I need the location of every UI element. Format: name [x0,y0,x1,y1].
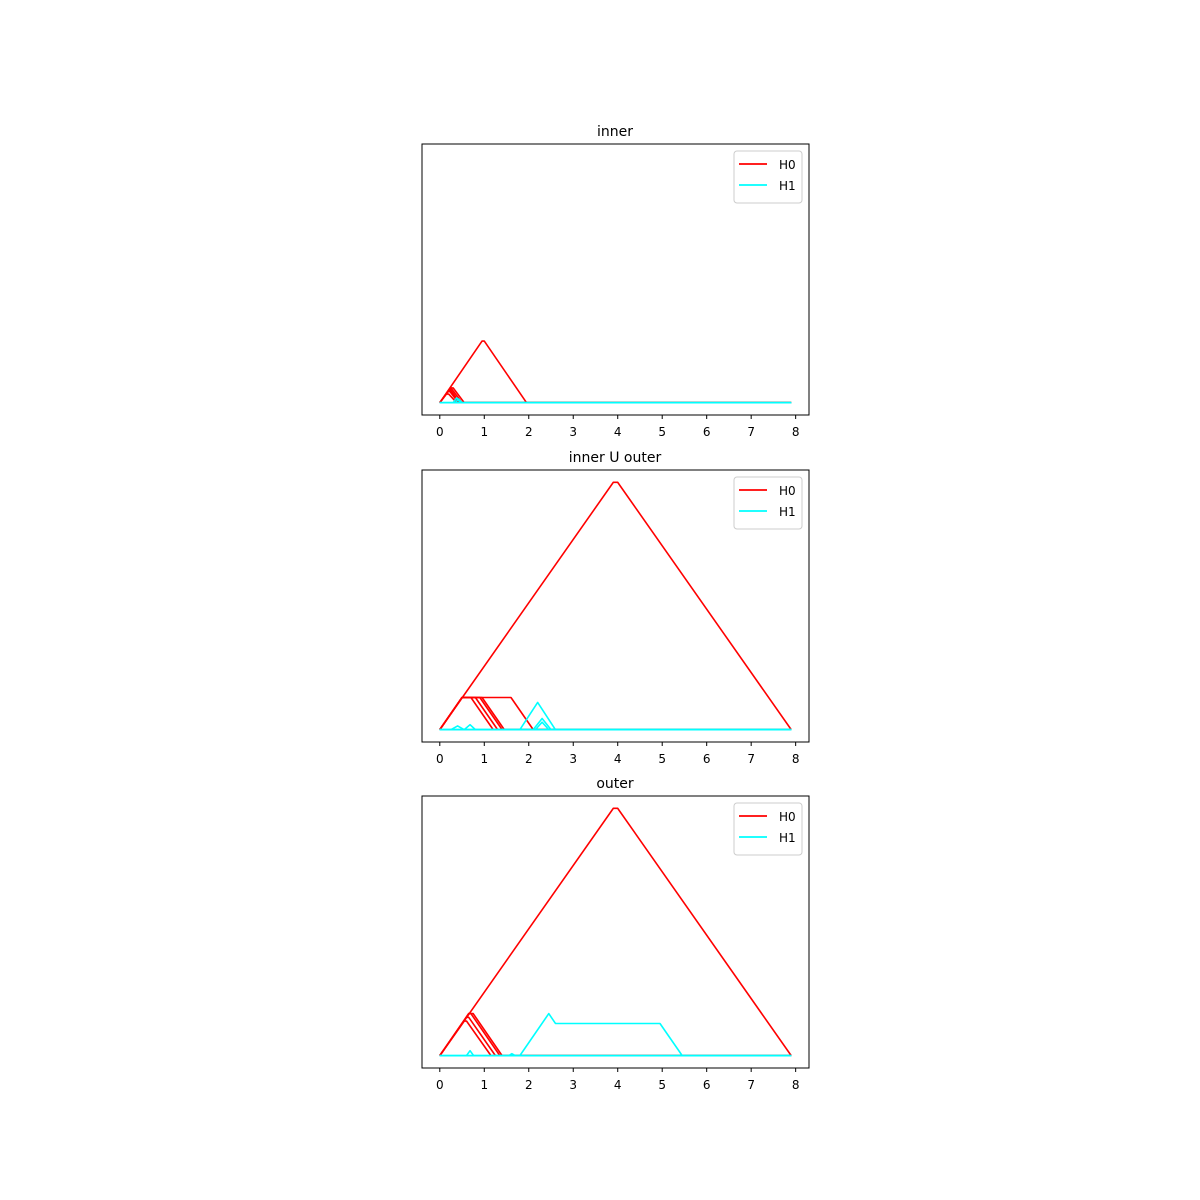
x-tick-label: 4 [614,752,622,766]
x-tick-label: 5 [658,425,666,439]
x-tick-label: 3 [569,1078,577,1092]
x-tick-label: 2 [525,425,533,439]
legend-label-h1: H1 [779,179,796,193]
x-tick-label: 1 [480,1078,488,1092]
x-tick-label: 8 [792,425,800,439]
legend-label-h0: H0 [779,810,796,824]
legend-label-h1: H1 [779,831,796,845]
series-h0-line [439,481,792,731]
x-tick-label: 7 [747,1078,755,1092]
chart-title: inner [597,124,633,140]
legend-label-h0: H0 [779,158,796,172]
x-tick-label: 7 [747,752,755,766]
x-tick-label: 0 [436,752,444,766]
x-tick-label: 6 [703,425,711,439]
x-tick-label: 6 [703,752,711,766]
x-tick-label: 3 [569,752,577,766]
x-tick-label: 4 [614,1078,622,1092]
legend: H0 H1 [733,476,803,530]
legend: H0 H1 [733,802,803,856]
legend: H0 H1 [733,150,803,204]
x-tick-label: 1 [480,752,488,766]
subplot-inner-u-outer: inner U outer 0 1 2 3 4 5 6 7 8 H0 H1 [421,450,810,766]
x-tick-label: 8 [792,1078,800,1092]
x-tick-label: 0 [436,425,444,439]
x-tick-label: 8 [792,752,800,766]
plot-area: 0 1 2 3 4 5 6 7 8 H0 H1 [421,795,810,1092]
x-tick-label: 1 [480,425,488,439]
axes-frame [421,143,810,416]
subplot-inner: inner 0 1 2 3 4 5 6 7 8 H0 H1 [421,124,810,439]
series-h0-line [439,807,792,1057]
legend-label-h1: H1 [779,505,796,519]
chart-title: inner U outer [569,450,662,466]
chart-title: outer [596,776,634,792]
x-tick-label: 4 [614,425,622,439]
legend-label-h0: H0 [779,484,796,498]
x-tick-label: 5 [658,752,666,766]
x-tick-label: 2 [525,752,533,766]
x-tick-label: 7 [747,425,755,439]
x-tick-label: 0 [436,1078,444,1092]
x-tick-label: 3 [569,425,577,439]
x-tick-label: 5 [658,1078,666,1092]
subplot-outer: outer 0 1 2 3 4 5 6 7 8 H0 H1 [421,776,810,1092]
plot-area: 0 1 2 3 4 5 6 7 8 H0 H1 [421,469,810,766]
x-tick-label: 6 [703,1078,711,1092]
plot-area: 0 1 2 3 4 5 6 7 8 H0 H1 [421,143,810,439]
axes-frame [421,469,810,743]
x-tick-label: 2 [525,1078,533,1092]
axes-frame [421,795,810,1069]
